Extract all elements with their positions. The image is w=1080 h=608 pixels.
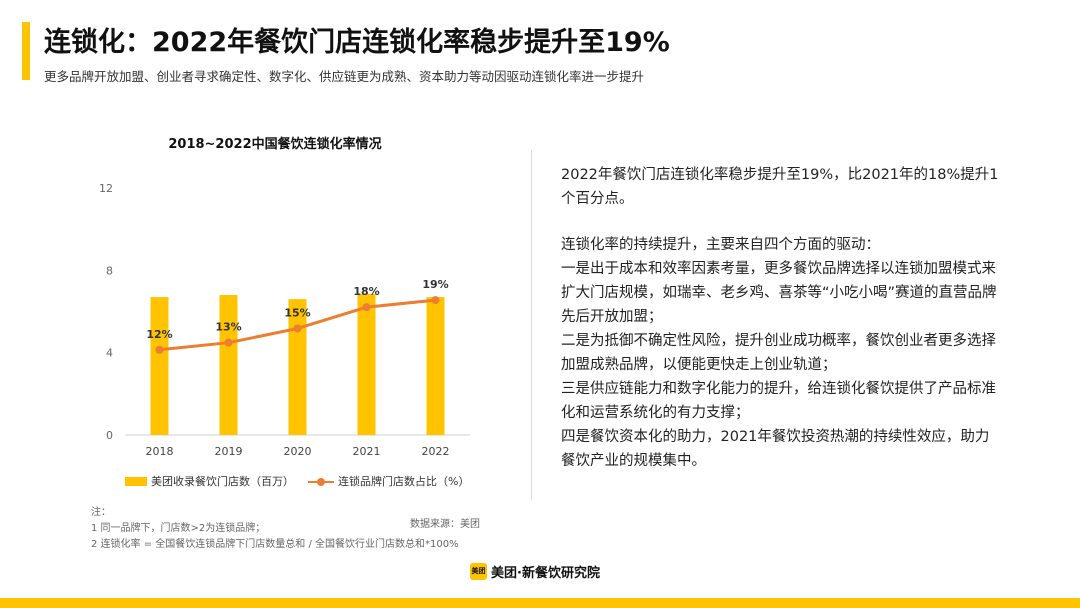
legend-line-swatch xyxy=(308,477,334,486)
brand-name: 美团·新餐饮研究院 xyxy=(491,566,600,581)
legend-line-label: 连锁品牌门店数占比（%） xyxy=(338,475,470,488)
data-source: 数据来源：美团 xyxy=(410,519,480,530)
desc-paragraph: 四是餐饮资本化的助力，2021年餐饮投资热潮的持续性效应，助力餐饮产业的规模集中… xyxy=(561,429,990,469)
data-label: 15% xyxy=(284,306,310,319)
desc-paragraph: 2022年餐饮门店连锁化率稳步提升至19%，比2021年的18%提升1个百分点。 xyxy=(561,167,999,207)
data-label: 12% xyxy=(146,328,172,341)
y-tick-label: 8 xyxy=(106,264,113,277)
desc-paragraph: 一是出于成本和效率因素考量，更多餐饮品牌选择以连锁加盟模式来扩大门店规模，如瑞幸… xyxy=(561,261,997,325)
data-label: 19% xyxy=(422,278,448,291)
y-tick-label: 0 xyxy=(106,429,113,442)
x-tick-label: 2019 xyxy=(215,445,243,458)
x-tick-label: 2020 xyxy=(284,445,312,458)
page-subtitle: 更多品牌开放加盟、创业者寻求确定性、数字化、供应链更为成熟、资本助力等动因驱动连… xyxy=(44,69,645,84)
x-tick-label: 2022 xyxy=(422,445,450,458)
bottom-accent-bar xyxy=(0,598,1080,608)
line-point xyxy=(293,324,302,333)
data-label: 13% xyxy=(215,321,241,334)
line-point xyxy=(155,345,164,354)
y-tick-label: 12 xyxy=(99,182,113,195)
legend-bar-label: 美团收录餐饮门店数（百万） xyxy=(151,475,294,488)
notes-heading: 注： xyxy=(91,507,111,518)
vertical-divider xyxy=(531,150,532,500)
page-title: 连锁化：2022年餐饮门店连锁化率稳步提升至19% xyxy=(44,27,670,58)
bar-mark xyxy=(426,297,445,435)
data-label: 18% xyxy=(353,285,379,298)
chart-legend: 美团收录餐饮门店数（百万） 连锁品牌门店数占比（%） xyxy=(125,473,469,489)
bar-mark xyxy=(150,297,169,435)
desc-gap xyxy=(561,211,1001,233)
line-point xyxy=(362,303,371,312)
line-point xyxy=(431,296,440,305)
bar-mark xyxy=(219,295,238,435)
desc-paragraph: 二是为抵御不确定性风险，提升创业成功概率，餐饮创业者更多选择加盟成熟品牌，以便能… xyxy=(561,333,996,373)
chart-title: 2018~2022中国餐饮连锁化率情况 xyxy=(168,137,382,152)
bar-mark xyxy=(357,294,376,435)
title-accent-bar xyxy=(22,22,30,80)
note-item: 2 连锁化率 = 全国餐饮连锁品牌下门店数量总和 / 全国餐饮行业门店数总和*1… xyxy=(91,539,459,550)
combo-chart: 0 4 8 12 2018 2019 2020 2021 2022 12% 13% 15% 18% 19% xyxy=(99,182,470,458)
x-tick-label: 2021 xyxy=(353,445,381,458)
y-tick-label: 4 xyxy=(106,347,113,360)
legend-bar-swatch xyxy=(125,476,147,486)
line-point xyxy=(224,338,233,347)
bar-mark xyxy=(288,299,307,435)
note-item: 1 同一品牌下，门店数>2为连锁品牌； xyxy=(91,523,266,534)
chart-notes: 注： 1 同一品牌下，门店数>2为连锁品牌； 2 连锁化率 = 全国餐饮连锁品牌… xyxy=(91,505,459,553)
description-text: 2022年餐饮门店连锁化率稳步提升至19%，比2021年的18%提升1个百分点。… xyxy=(561,163,1001,473)
desc-paragraph: 三是供应链能力和数字化能力的提升，给连锁化餐饮提供了产品标准化和运营系统化的有力… xyxy=(561,381,996,421)
x-tick-label: 2018 xyxy=(146,445,174,458)
desc-paragraph: 连锁化率的持续提升，主要来自四个方面的驱动： xyxy=(561,237,880,253)
brand-footer: 美团 美团·新餐饮研究院 xyxy=(470,562,600,581)
meituan-logo-icon: 美团 xyxy=(470,563,487,580)
